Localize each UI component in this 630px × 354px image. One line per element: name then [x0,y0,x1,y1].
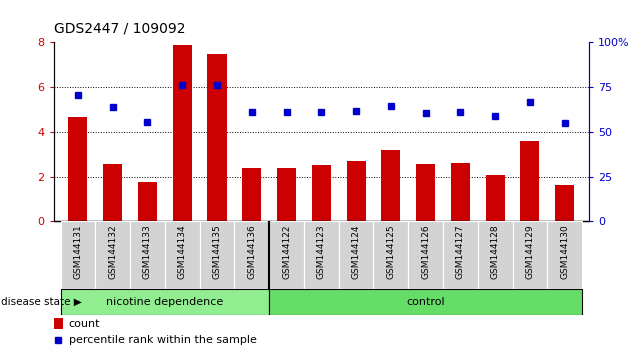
Text: GSM144126: GSM144126 [421,225,430,279]
Bar [381,150,401,221]
FancyBboxPatch shape [408,221,443,289]
Text: GSM144132: GSM144132 [108,225,117,279]
Bar [207,54,227,221]
Text: GSM144123: GSM144123 [317,225,326,279]
Text: GSM144129: GSM144129 [525,225,534,279]
FancyBboxPatch shape [547,221,582,289]
FancyBboxPatch shape [60,289,269,315]
Bar [68,117,88,221]
FancyBboxPatch shape [374,221,408,289]
FancyBboxPatch shape [478,221,513,289]
FancyBboxPatch shape [339,221,374,289]
Text: percentile rank within the sample: percentile rank within the sample [69,335,256,345]
Bar [138,182,157,221]
Bar [242,168,261,221]
Text: control: control [406,297,445,307]
Text: GSM144125: GSM144125 [386,225,396,279]
Text: GSM144130: GSM144130 [560,225,570,279]
Bar [312,165,331,221]
Text: nicotine dependence: nicotine dependence [106,297,224,307]
Text: GSM144122: GSM144122 [282,225,291,279]
Bar [54,318,63,329]
FancyBboxPatch shape [165,221,200,289]
FancyBboxPatch shape [513,221,547,289]
Bar [103,164,122,221]
Text: GSM144134: GSM144134 [178,225,186,279]
Bar [555,185,575,221]
FancyBboxPatch shape [269,289,582,315]
FancyBboxPatch shape [443,221,478,289]
Text: count: count [69,319,100,329]
Bar [451,163,470,221]
Bar [486,176,505,221]
Bar [346,161,365,221]
Text: disease state ▶: disease state ▶ [1,297,81,307]
FancyBboxPatch shape [304,221,339,289]
FancyBboxPatch shape [269,221,304,289]
Text: GSM144135: GSM144135 [212,225,222,279]
Text: GSM144128: GSM144128 [491,225,500,279]
Bar [520,141,539,221]
Text: GDS2447 / 109092: GDS2447 / 109092 [54,21,185,35]
Bar [173,45,192,221]
FancyBboxPatch shape [60,221,95,289]
Text: GSM144133: GSM144133 [143,225,152,279]
FancyBboxPatch shape [95,221,130,289]
Text: GSM144124: GSM144124 [352,225,360,279]
FancyBboxPatch shape [130,221,165,289]
Text: GSM144127: GSM144127 [456,225,465,279]
Text: GSM144136: GSM144136 [247,225,256,279]
Bar [416,164,435,221]
FancyBboxPatch shape [234,221,269,289]
FancyBboxPatch shape [200,221,234,289]
Text: GSM144131: GSM144131 [73,225,83,279]
Bar [277,168,296,221]
